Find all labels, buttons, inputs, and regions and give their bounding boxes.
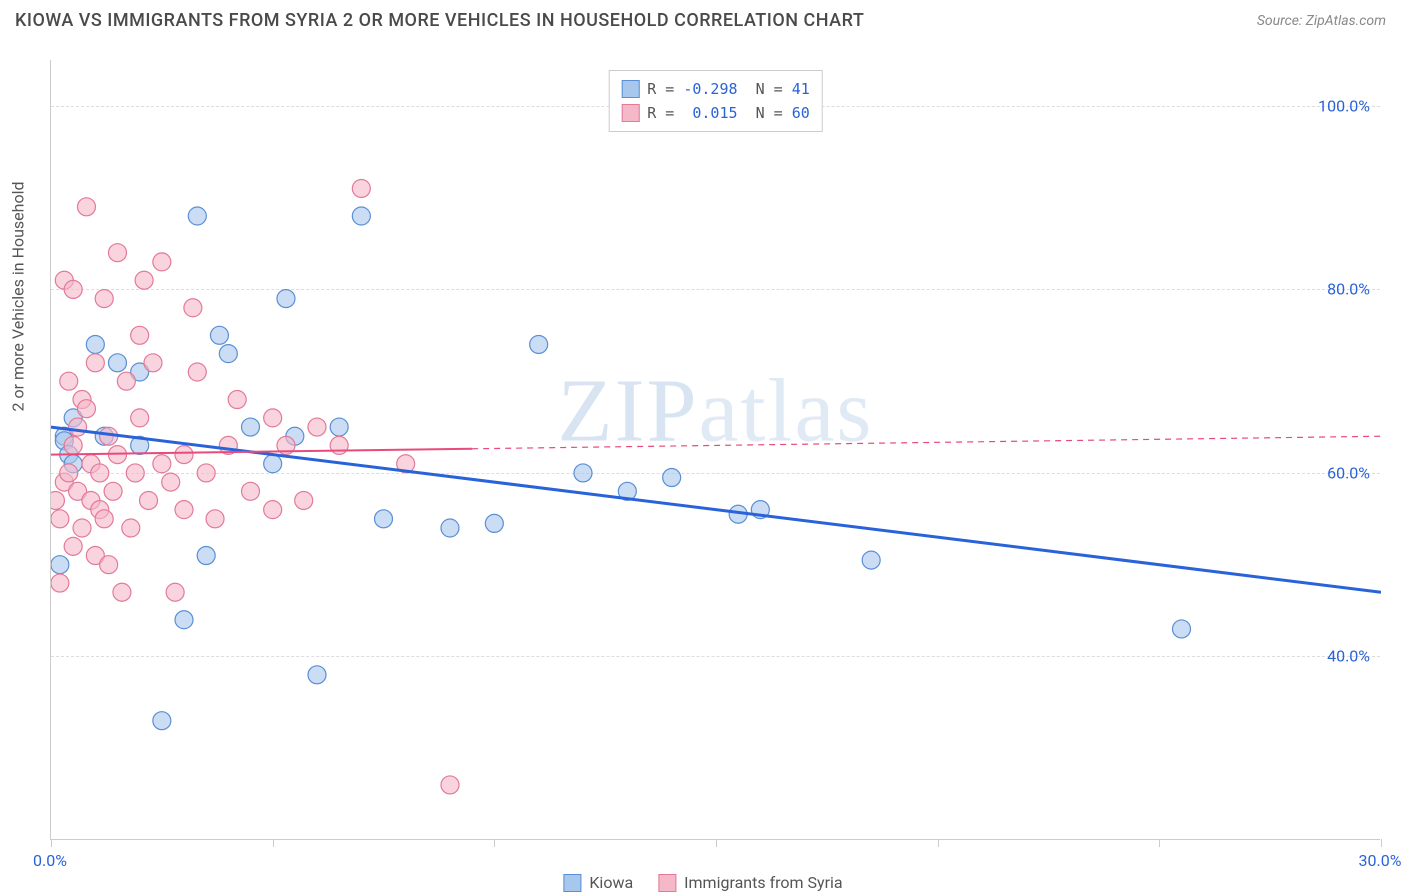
x-tick — [1381, 839, 1382, 847]
legend-row: R = 0.015 N = 60 — [621, 101, 810, 125]
scatter-point — [330, 436, 348, 454]
scatter-point — [153, 455, 171, 473]
y-axis-label: 2 or more Vehicles in Household — [9, 181, 28, 411]
scatter-point — [264, 409, 282, 427]
scatter-point — [126, 464, 144, 482]
series-legend: Kiowa Immigrants from Syria — [563, 873, 842, 892]
scatter-point — [131, 326, 149, 344]
scatter-point — [1173, 620, 1191, 638]
legend-row: R = -0.298 N = 41 — [621, 77, 810, 101]
scatter-point — [140, 491, 158, 509]
legend-swatch — [658, 874, 676, 892]
scatter-point — [375, 510, 393, 528]
x-tick-label: 30.0% — [1359, 851, 1402, 870]
scatter-point — [60, 372, 78, 390]
plot-area: ZIPatlas R = -0.298 N = 41R = 0.015 N = … — [50, 60, 1380, 840]
scatter-point — [862, 551, 880, 569]
scatter-point — [73, 519, 91, 537]
scatter-point — [104, 482, 122, 500]
source-attribution: Source: ZipAtlas.com — [1257, 13, 1386, 29]
scatter-point — [51, 574, 69, 592]
scatter-point — [242, 418, 260, 436]
scatter-point — [77, 400, 95, 418]
scatter-point — [109, 244, 127, 262]
scatter-point — [184, 299, 202, 317]
chart-title: KIOWA VS IMMIGRANTS FROM SYRIA 2 OR MORE… — [15, 10, 864, 31]
scatter-point — [153, 712, 171, 730]
scatter-point — [264, 455, 282, 473]
scatter-point — [330, 418, 348, 436]
scatter-point — [197, 547, 215, 565]
scatter-point — [153, 253, 171, 271]
x-tick — [51, 839, 52, 847]
scatter-point — [144, 354, 162, 372]
scatter-point — [188, 207, 206, 225]
legend-swatch — [621, 104, 639, 122]
scatter-point — [122, 519, 140, 537]
scatter-point — [51, 510, 69, 528]
scatter-point — [210, 326, 228, 344]
scatter-point — [175, 501, 193, 519]
legend-label: Immigrants from Syria — [684, 873, 842, 892]
scatter-point — [574, 464, 592, 482]
scatter-point — [197, 464, 215, 482]
scatter-point — [69, 418, 87, 436]
scatter-point — [485, 514, 503, 532]
scatter-point — [277, 290, 295, 308]
scatter-point — [51, 491, 64, 509]
scatter-point — [86, 335, 104, 353]
x-tick — [1159, 839, 1160, 847]
legend-item: Kiowa — [563, 873, 633, 892]
scatter-point — [228, 391, 246, 409]
scatter-point — [175, 611, 193, 629]
scatter-point — [86, 354, 104, 372]
scatter-point — [206, 510, 224, 528]
scatter-point — [188, 363, 206, 381]
trend-line-extrapolated — [472, 436, 1381, 449]
scatter-point — [530, 335, 548, 353]
scatter-point — [441, 776, 459, 794]
scatter-point — [175, 446, 193, 464]
scatter-point — [264, 501, 282, 519]
scatter-point — [113, 583, 131, 601]
scatter-point — [64, 280, 82, 298]
scatter-point — [60, 464, 78, 482]
scatter-point — [51, 556, 69, 574]
scatter-point — [166, 583, 184, 601]
scatter-point — [162, 473, 180, 491]
x-tick — [273, 839, 274, 847]
legend-label: Kiowa — [589, 873, 633, 892]
scatter-point — [242, 482, 260, 500]
x-tick-label: 0.0% — [33, 851, 67, 870]
legend-swatch — [621, 80, 639, 98]
scatter-point — [441, 519, 459, 537]
scatter-point — [109, 354, 127, 372]
scatter-point — [77, 198, 95, 216]
scatter-point — [663, 469, 681, 487]
scatter-point — [219, 345, 237, 363]
x-tick — [716, 839, 717, 847]
scatter-point — [352, 207, 370, 225]
scatter-point — [352, 179, 370, 197]
scatter-point — [308, 418, 326, 436]
legend-item: Immigrants from Syria — [658, 873, 842, 892]
scatter-point — [100, 556, 118, 574]
chart-container: 2 or more Vehicles in Household ZIPatlas… — [0, 50, 1406, 892]
scatter-point — [91, 464, 109, 482]
scatter-point — [64, 537, 82, 555]
correlation-legend: R = -0.298 N = 41R = 0.015 N = 60 — [608, 70, 823, 132]
scatter-point — [95, 290, 113, 308]
scatter-point — [131, 409, 149, 427]
scatter-point — [117, 372, 135, 390]
scatter-point — [295, 491, 313, 509]
x-tick — [938, 839, 939, 847]
scatter-point — [64, 436, 82, 454]
scatter-point — [308, 666, 326, 684]
scatter-point — [95, 510, 113, 528]
legend-swatch — [563, 874, 581, 892]
scatter-point — [135, 271, 153, 289]
scatter-svg — [51, 60, 1381, 840]
x-tick — [494, 839, 495, 847]
